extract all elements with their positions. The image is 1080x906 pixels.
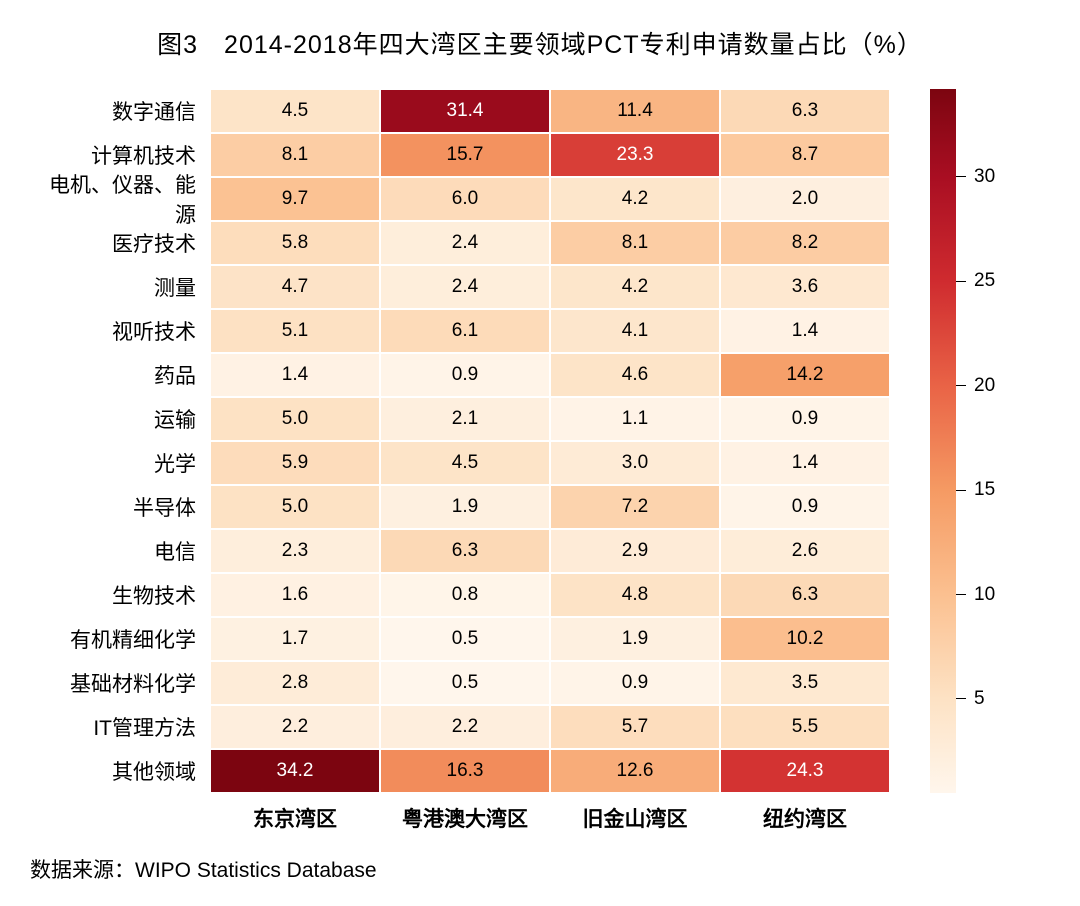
heatmap-cell: 4.1 [550,309,720,353]
colorbar-tick: 15 [956,479,995,501]
heatmap-cell: 8.2 [720,221,890,265]
column-label: 东京湾区 [210,803,380,833]
column-labels: 东京湾区粤港澳大湾区旧金山湾区纽约湾区 [30,803,890,833]
heatmap-cell: 1.4 [720,309,890,353]
heatmap-cell: 31.4 [380,89,550,133]
heatmap-cell: 5.1 [210,309,380,353]
heatmap-cell: 2.1 [380,397,550,441]
heatmap-cell: 11.4 [550,89,720,133]
heatmap-cell: 1.4 [210,353,380,397]
heatmap-cell: 5.7 [550,705,720,749]
chart-area: 数字通信4.531.411.46.3计算机技术8.115.723.38.7电机、… [30,89,1050,833]
heatmap-cell: 3.0 [550,441,720,485]
heatmap-cell: 8.1 [210,133,380,177]
heatmap-cell: 0.9 [720,397,890,441]
heatmap-cell: 14.2 [720,353,890,397]
heatmap-cell: 4.8 [550,573,720,617]
heatmap-cell: 6.3 [720,89,890,133]
heatmap-cell: 4.2 [550,265,720,309]
heatmap-cell: 1.1 [550,397,720,441]
chart-title: 图3 2014-2018年四大湾区主要领域PCT专利申请数量占比（%） [30,25,1050,61]
heatmap-cell: 2.9 [550,529,720,573]
row-label: 运输 [30,397,210,441]
heatmap-cell: 2.8 [210,661,380,705]
row-label: 生物技术 [30,573,210,617]
colorbar-tick: 25 [956,270,995,292]
heatmap-cell: 5.0 [210,397,380,441]
colorbar [930,89,956,793]
heatmap-cell: 3.6 [720,265,890,309]
heatmap-cell: 8.1 [550,221,720,265]
row-label: 视听技术 [30,309,210,353]
row-label: 药品 [30,353,210,397]
heatmap-cell: 5.8 [210,221,380,265]
column-label: 纽约湾区 [720,803,890,833]
heatmap-cell: 9.7 [210,177,380,221]
heatmap-cell: 0.9 [720,485,890,529]
heatmap-cell: 4.2 [550,177,720,221]
heatmap-cell: 0.9 [380,353,550,397]
heatmap-cell: 0.9 [550,661,720,705]
heatmap-cell: 6.0 [380,177,550,221]
heatmap-section: 数字通信4.531.411.46.3计算机技术8.115.723.38.7电机、… [30,89,890,833]
heatmap-cell: 12.6 [550,749,720,793]
row-label: 数字通信 [30,89,210,133]
heatmap-cell: 7.2 [550,485,720,529]
row-label: 基础材料化学 [30,661,210,705]
heatmap-grid: 数字通信4.531.411.46.3计算机技术8.115.723.38.7电机、… [30,89,890,793]
colorbar-tick: 20 [956,375,995,397]
heatmap-cell: 0.8 [380,573,550,617]
row-label: 电信 [30,529,210,573]
heatmap-cell: 1.6 [210,573,380,617]
heatmap-cell: 4.5 [380,441,550,485]
heatmap-cell: 0.5 [380,617,550,661]
row-label: 半导体 [30,485,210,529]
heatmap-cell: 5.5 [720,705,890,749]
heatmap-cell: 23.3 [550,133,720,177]
column-label: 粤港澳大湾区 [380,803,550,833]
data-source: 数据来源：WIPO Statistics Database [30,854,377,884]
colorbar-section: 51015202530 [930,89,956,793]
heatmap-cell: 15.7 [380,133,550,177]
colorbar-tick: 5 [956,688,985,710]
heatmap-cell: 2.2 [210,705,380,749]
row-label: 电机、仪器、能源 [30,177,210,221]
heatmap-cell: 5.0 [210,485,380,529]
heatmap-cell: 2.4 [380,265,550,309]
heatmap-cell: 1.9 [380,485,550,529]
heatmap-cell: 6.3 [380,529,550,573]
heatmap-cell: 5.9 [210,441,380,485]
heatmap-cell: 24.3 [720,749,890,793]
colorbar-tick: 30 [956,166,995,188]
heatmap-cell: 2.0 [720,177,890,221]
heatmap-cell: 4.6 [550,353,720,397]
heatmap-cell: 34.2 [210,749,380,793]
row-label: 测量 [30,265,210,309]
heatmap-cell: 0.5 [380,661,550,705]
heatmap-cell: 2.4 [380,221,550,265]
heatmap-cell: 16.3 [380,749,550,793]
heatmap-cell: 2.2 [380,705,550,749]
heatmap-cell: 4.7 [210,265,380,309]
colorbar-tick: 10 [956,584,995,606]
heatmap-cell: 3.5 [720,661,890,705]
heatmap-cell: 2.6 [720,529,890,573]
heatmap-cell: 8.7 [720,133,890,177]
heatmap-cell: 1.7 [210,617,380,661]
row-label: IT管理方法 [30,705,210,749]
row-label: 光学 [30,441,210,485]
column-label: 旧金山湾区 [550,803,720,833]
heatmap-cell: 1.9 [550,617,720,661]
heatmap-cell: 6.1 [380,309,550,353]
row-label: 有机精细化学 [30,617,210,661]
heatmap-cell: 2.3 [210,529,380,573]
heatmap-cell: 10.2 [720,617,890,661]
row-label: 其他领域 [30,749,210,793]
heatmap-cell: 6.3 [720,573,890,617]
row-label: 医疗技术 [30,221,210,265]
heatmap-cell: 1.4 [720,441,890,485]
heatmap-cell: 4.5 [210,89,380,133]
